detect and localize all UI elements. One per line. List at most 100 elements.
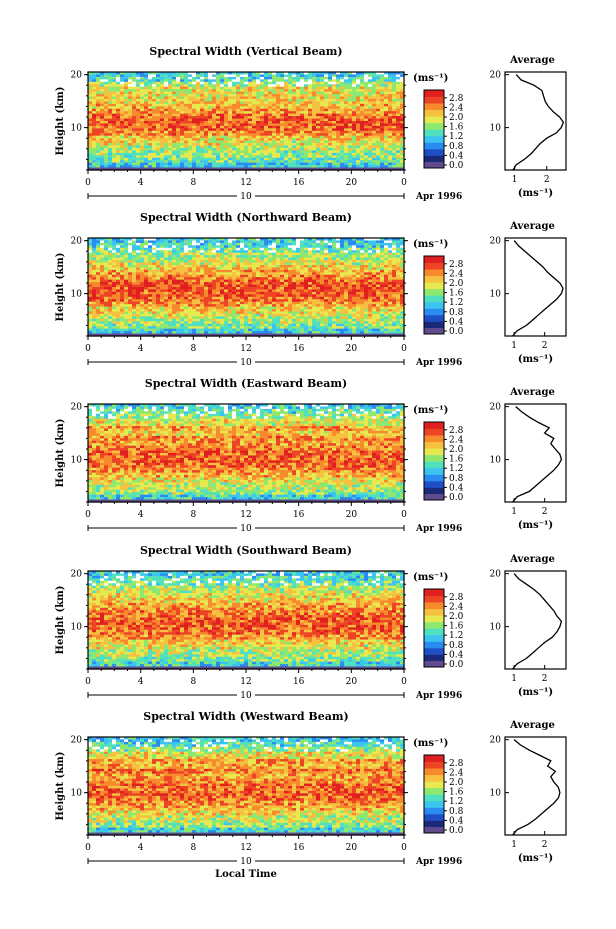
heatmap-cell	[192, 157, 197, 161]
heatmap-cell	[256, 135, 261, 139]
heatmap-cell	[200, 257, 205, 261]
heatmap-cell	[132, 135, 137, 139]
heatmap-cell	[224, 289, 229, 293]
heatmap-cell	[260, 160, 265, 164]
heatmap-cell	[312, 289, 317, 293]
heatmap-cell	[216, 282, 221, 286]
heatmap-cell	[180, 242, 185, 246]
heatmap-cell	[144, 84, 149, 88]
heatmap-cell	[192, 76, 197, 80]
heatmap-cell	[120, 116, 125, 120]
heatmap-cell	[276, 167, 281, 171]
heatmap-cell	[180, 160, 185, 164]
heatmap-cell	[128, 264, 133, 268]
heatmap-cell	[104, 111, 109, 115]
heatmap-cell	[268, 98, 273, 102]
heatmap-cell	[212, 150, 217, 154]
heatmap-cell	[348, 160, 353, 164]
heatmap-cell	[228, 252, 233, 256]
heatmap-cell	[92, 145, 97, 149]
heatmap-cell	[280, 247, 285, 251]
heatmap-cell	[128, 135, 133, 139]
heatmap-cell	[388, 72, 393, 76]
heatmap-cell	[140, 103, 145, 107]
colorbar-tick-label: 2.4	[449, 103, 464, 113]
heatmap-cell	[280, 289, 285, 293]
heatmap-cell	[96, 252, 101, 256]
heatmap-cell	[264, 116, 269, 120]
heatmap-cell	[124, 133, 129, 137]
heatmap-cell	[156, 81, 161, 85]
heatmap-cell	[92, 267, 97, 271]
heatmap-cell	[240, 269, 245, 273]
heatmap-cell	[368, 108, 373, 112]
heatmap-cell	[140, 287, 145, 291]
heatmap-cell	[332, 247, 337, 251]
heatmap-cell	[260, 167, 265, 171]
heatmap-cell	[144, 116, 149, 120]
heatmap-cell	[280, 147, 285, 151]
heatmap-cell	[248, 250, 253, 254]
heatmap-cell	[264, 245, 269, 249]
heatmap-cell	[312, 135, 317, 139]
heatmap-cell	[88, 140, 93, 144]
heatmap-cell	[148, 128, 153, 132]
heatmap-cell	[308, 72, 313, 76]
heatmap-cell	[224, 277, 229, 281]
heatmap-cell	[236, 167, 241, 171]
heatmap-cell	[280, 89, 285, 93]
heatmap-cell	[336, 81, 341, 85]
heatmap-cell	[100, 267, 105, 271]
heatmap-cell	[392, 130, 397, 134]
heatmap-cell	[192, 252, 197, 256]
heatmap-cell	[204, 267, 209, 271]
heatmap-cell	[240, 242, 245, 246]
heatmap-cell	[276, 245, 281, 249]
heatmap-cell	[240, 81, 245, 85]
heatmap-cell	[148, 79, 153, 83]
heatmap-cell	[344, 242, 349, 246]
profile-x-label: (ms⁻¹)	[518, 188, 553, 199]
heatmap-cell	[224, 260, 229, 264]
heatmap-cell	[204, 79, 209, 83]
heatmap-cell	[180, 155, 185, 159]
heatmap-cell	[400, 152, 405, 156]
date-label-bg	[237, 190, 255, 201]
heatmap-cell	[384, 81, 389, 85]
heatmap-cell	[388, 274, 393, 278]
heatmap-cell	[212, 98, 217, 102]
heatmap-cell	[308, 287, 313, 291]
heatmap-cell	[180, 123, 185, 127]
heatmap-cell	[208, 238, 213, 242]
heatmap-cell	[108, 140, 113, 144]
heatmap-cell	[196, 94, 201, 98]
heatmap-cell	[92, 111, 97, 115]
heatmap-cell	[108, 94, 113, 98]
heatmap-cell	[264, 113, 269, 117]
heatmap-cell	[160, 157, 165, 161]
heatmap-cell	[236, 135, 241, 139]
heatmap-cell	[396, 240, 401, 244]
heatmap-cell	[296, 96, 301, 100]
heatmap-cell	[188, 165, 193, 169]
heatmap-cell	[120, 155, 125, 159]
heatmap-cell	[216, 113, 221, 117]
heatmap-cell	[180, 74, 185, 78]
heatmap-cell	[316, 138, 321, 142]
heatmap-cell	[124, 245, 129, 249]
heatmap-cell	[204, 147, 209, 151]
heatmap-cell	[336, 162, 341, 166]
heatmap-cell	[252, 147, 257, 151]
heatmap-cell	[96, 255, 101, 259]
colorbar-frame	[423, 89, 445, 169]
heatmap-cell	[268, 118, 273, 122]
heatmap-cell	[88, 260, 93, 264]
heatmap-cell	[148, 279, 153, 283]
heatmap-cell	[396, 277, 401, 281]
heatmap-cell	[284, 284, 289, 288]
heatmap-cell	[120, 89, 125, 93]
heatmap-cell	[328, 113, 333, 117]
heatmap-cell	[184, 74, 189, 78]
heatmap-cell	[324, 264, 329, 268]
heatmap-cell	[144, 143, 149, 147]
